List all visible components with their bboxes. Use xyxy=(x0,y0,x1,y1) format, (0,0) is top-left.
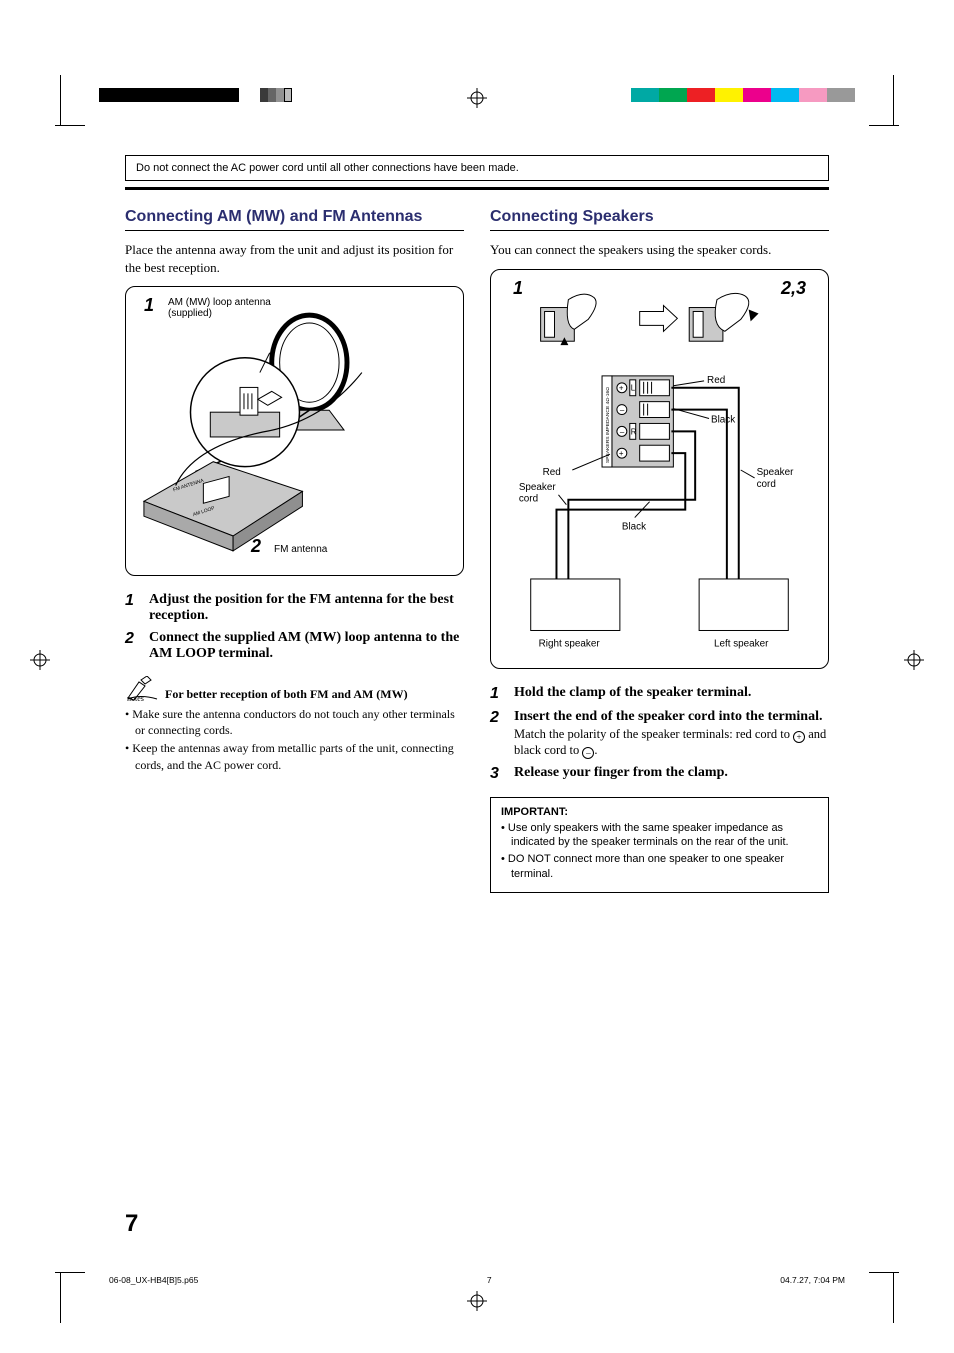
intro-text: Place the antenna away from the unit and… xyxy=(125,241,464,276)
speaker-diagram-svg: SPEAKERS IMPEDANCE 4Ω-16Ω + L – – R xyxy=(501,280,818,660)
color-calibration-bar xyxy=(631,88,855,102)
svg-text:cord: cord xyxy=(757,478,776,489)
registration-mark-icon xyxy=(904,650,924,670)
plus-terminal-icon: + xyxy=(793,731,805,743)
notes-heading: For better reception of both FM and AM (… xyxy=(165,687,408,702)
step-subtext: Match the polarity of the speaker termin… xyxy=(514,727,829,759)
crop-mark xyxy=(893,1273,894,1323)
footer-filename: 06-08_UX-HB4[B]5.p65 xyxy=(109,1275,198,1285)
notes-list: Make sure the antenna conductors do not … xyxy=(125,706,464,773)
svg-text:Left speaker: Left speaker xyxy=(714,638,769,649)
crop-mark xyxy=(869,1272,899,1273)
svg-text:Speaker: Speaker xyxy=(519,481,557,492)
crop-mark xyxy=(55,125,85,126)
notes-heading-row: notes For better reception of both FM an… xyxy=(125,676,464,702)
heading-underline xyxy=(490,230,829,231)
fig-step-23: 2,3 xyxy=(781,278,806,299)
svg-text:Black: Black xyxy=(711,414,735,425)
footer-metadata: 06-08_UX-HB4[B]5.p65 7 04.7.27, 7:04 PM xyxy=(99,1275,855,1285)
notice-text: Do not connect the AC power cord until a… xyxy=(136,162,519,174)
important-item: Use only speakers with the same speaker … xyxy=(501,821,818,851)
svg-text:+: + xyxy=(619,449,624,458)
svg-text:+: + xyxy=(619,383,624,392)
svg-text:Black: Black xyxy=(622,521,646,532)
step-number: 2 xyxy=(125,630,139,662)
fig-step-2: 2 xyxy=(251,536,261,557)
svg-text:L: L xyxy=(631,383,636,392)
registration-mark-icon xyxy=(30,650,50,670)
notes-icon: notes xyxy=(125,676,159,702)
registration-mark-icon xyxy=(467,1291,487,1311)
step-text: Adjust the position for the FM antenna f… xyxy=(149,592,454,623)
crop-mark xyxy=(60,1273,61,1323)
intro-text: You can connect the speakers using the s… xyxy=(490,241,829,259)
subtext-fragment: . xyxy=(594,743,597,757)
svg-text:Red: Red xyxy=(543,467,561,478)
svg-text:SPEAKERS IMPEDANCE 4Ω-16Ω: SPEAKERS IMPEDANCE 4Ω-16Ω xyxy=(605,386,611,462)
step-text: Connect the supplied AM (MW) loop antenn… xyxy=(149,630,459,661)
registration-mark-icon xyxy=(467,88,487,108)
speaker-figure: 1 2,3 xyxy=(490,269,829,669)
section-heading-antennas: Connecting AM (MW) and FM Antennas xyxy=(125,208,464,226)
step-number: 3 xyxy=(490,765,504,783)
step-number: 1 xyxy=(490,685,504,703)
svg-text:cord: cord xyxy=(519,493,538,504)
minus-terminal-icon: – xyxy=(582,747,594,759)
page-content: Do not connect the AC power cord until a… xyxy=(125,155,829,1238)
left-column: Connecting AM (MW) and FM Antennas Place… xyxy=(125,208,464,893)
svg-text:R: R xyxy=(631,427,637,436)
note-item: Make sure the antenna conductors do not … xyxy=(125,706,464,738)
important-heading: IMPORTANT: xyxy=(501,806,818,818)
fig-step-1: 1 xyxy=(144,295,154,316)
step-row: 1 Adjust the position for the FM antenna… xyxy=(125,592,464,624)
step-row: 1 Hold the clamp of the speaker terminal… xyxy=(490,685,829,703)
svg-text:Speaker: Speaker xyxy=(757,467,795,478)
svg-text:–: – xyxy=(620,427,625,436)
crop-mark xyxy=(60,75,61,125)
heading-underline xyxy=(125,230,464,231)
svg-text:–: – xyxy=(620,405,625,414)
step-text: Hold the clamp of the speaker terminal. xyxy=(514,685,751,700)
step-text: Release your finger from the clamp. xyxy=(514,765,728,780)
step-number: 2 xyxy=(490,709,504,759)
crop-mark xyxy=(869,125,899,126)
fig-step-1: 1 xyxy=(513,278,523,299)
greyscale-steps xyxy=(260,88,292,102)
horizontal-rule xyxy=(125,187,829,190)
fig-label-fm: FM antenna xyxy=(274,544,327,555)
page-number: 7 xyxy=(125,1210,138,1238)
important-item: DO NOT connect more than one speaker to … xyxy=(501,852,818,882)
right-column: Connecting Speakers You can connect the … xyxy=(490,208,829,893)
note-item: Keep the antennas away from metallic par… xyxy=(125,740,464,772)
step-row: 3 Release your finger from the clamp. xyxy=(490,765,829,783)
antenna-figure: 1 AM (MW) loop antenna (supplied) xyxy=(125,286,464,576)
fig-label-am-loop: AM (MW) loop antenna (supplied) xyxy=(168,297,288,319)
step-number: 1 xyxy=(125,592,139,624)
step-text: Insert the end of the speaker cord into … xyxy=(514,709,823,724)
svg-text:Right speaker: Right speaker xyxy=(539,638,601,649)
step-row: 2 Insert the end of the speaker cord int… xyxy=(490,709,829,759)
notice-box: Do not connect the AC power cord until a… xyxy=(125,155,829,181)
antenna-diagram-svg: FM ANTENNA AM LOOP xyxy=(136,297,453,567)
footer-timestamp: 04.7.27, 7:04 PM xyxy=(780,1275,845,1285)
svg-text:notes: notes xyxy=(127,694,144,702)
greyscale-calibration-bar xyxy=(99,88,239,102)
crop-mark xyxy=(55,1272,85,1273)
section-heading-speakers: Connecting Speakers xyxy=(490,208,829,226)
crop-mark xyxy=(893,75,894,125)
footer-page: 7 xyxy=(487,1275,492,1285)
step-row: 2 Connect the supplied AM (MW) loop ante… xyxy=(125,630,464,662)
important-box: IMPORTANT: Use only speakers with the sa… xyxy=(490,797,829,893)
svg-text:Red: Red xyxy=(707,374,725,385)
subtext-fragment: Match the polarity of the speaker termin… xyxy=(514,727,793,741)
